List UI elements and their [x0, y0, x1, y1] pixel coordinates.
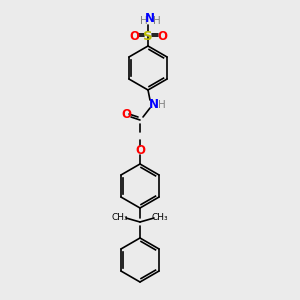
Text: N: N [149, 98, 159, 110]
Text: O: O [135, 143, 145, 157]
Text: N: N [145, 13, 155, 26]
Text: O: O [157, 29, 167, 43]
Text: CH₃: CH₃ [112, 214, 128, 223]
Text: CH₃: CH₃ [152, 214, 168, 223]
Text: S: S [143, 29, 153, 43]
Text: O: O [121, 107, 131, 121]
Text: H: H [158, 100, 166, 110]
Text: H: H [140, 16, 148, 26]
Text: H: H [153, 16, 161, 26]
Text: O: O [129, 29, 139, 43]
